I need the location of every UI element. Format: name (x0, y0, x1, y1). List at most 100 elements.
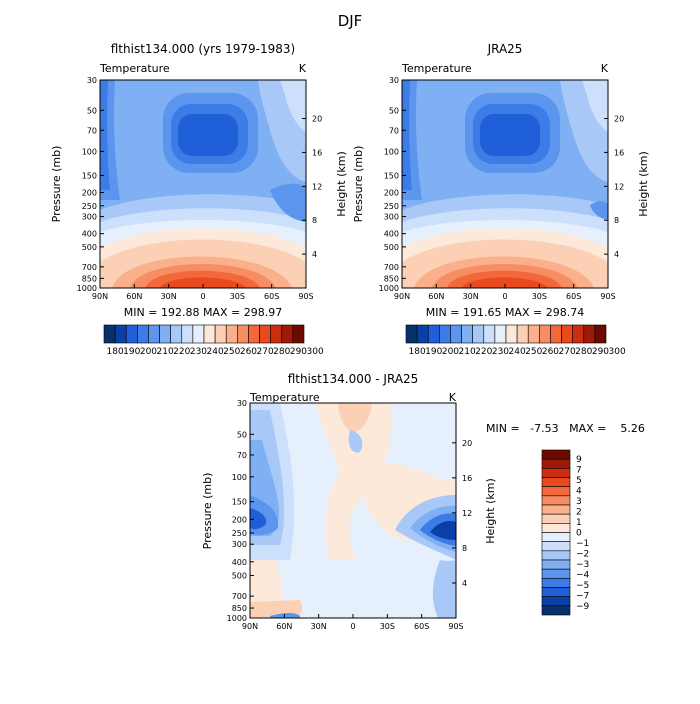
y-tick-label: 100 (384, 147, 399, 156)
colorbar-label: 240 (207, 347, 224, 357)
y-tick-label: 850 (384, 274, 399, 283)
stats-label: MIN = -7.53 MAX = 5.26 (486, 422, 645, 435)
colorbar-swatch (192, 324, 205, 344)
y-axis-right-label: Height (km) (484, 478, 497, 544)
y-axis-label: Pressure (mb) (50, 146, 63, 223)
x-axis: 90N 60N 30N 0 30S 60S 90S (242, 614, 464, 631)
colorbar-swatch (181, 324, 194, 344)
x-tick-label: 30N (161, 292, 177, 301)
x-tick-label: 0 (502, 292, 507, 301)
colorbar-label: 200 (442, 347, 459, 357)
colorbar-swatch (137, 324, 149, 344)
contour-band (100, 80, 110, 190)
y-right-tick-label: 8 (614, 216, 619, 225)
y-tick-label: 300 (82, 213, 97, 222)
y-tick-label: 850 (232, 604, 247, 613)
colorbar-label: 190 (123, 347, 140, 357)
y-right-tick-label: 8 (462, 544, 467, 553)
colorbar-label: 220 (173, 347, 190, 357)
colorbar-swatch (516, 324, 529, 344)
contour-band (432, 560, 456, 618)
y-tick-label: 70 (237, 451, 247, 460)
y-tick-label: 700 (384, 263, 399, 272)
colorbar-label: 300 (307, 347, 324, 357)
colorbar-swatch (541, 504, 571, 515)
colorbar-swatch (594, 324, 607, 344)
colorbar-swatch (472, 324, 485, 344)
colorbar-swatch (550, 324, 562, 344)
x-tick-label: 60N (276, 622, 292, 631)
x-tick-label: 60N (126, 292, 142, 301)
y-axis-label: Pressure (mb) (352, 146, 365, 223)
y-tick-label: 300 (232, 540, 247, 549)
colorbar-swatch (541, 486, 571, 497)
colorbar-swatch (103, 324, 116, 344)
panel-obs: JRA25 Temperature K 90N 60N 30N 0 30S 60S 90S … (352, 42, 650, 357)
contour-band (590, 201, 608, 220)
colorbar-label: 200 (140, 347, 157, 357)
x-tick-label: 60S (264, 292, 279, 301)
colorbar-label: 0 (576, 529, 582, 539)
contour-band (315, 403, 392, 560)
y-tick-label: 150 (232, 498, 247, 507)
colorbar-swatch (541, 568, 571, 579)
y-tick-label: 100 (232, 473, 247, 482)
colorbar-label: 260 (542, 347, 559, 357)
y-tick-label: 250 (384, 202, 399, 211)
colorbar-label: 210 (157, 347, 174, 357)
colorbar-label: 1 (576, 518, 582, 528)
colorbar-swatch (450, 324, 462, 344)
colorbar-swatch (416, 324, 429, 344)
x-tick-label: 30S (230, 292, 245, 301)
y-tick-label: 30 (237, 399, 247, 408)
colorbar-swatch (583, 324, 596, 344)
contour-field (250, 403, 456, 618)
y-axis-right-label: Height (km) (637, 151, 650, 217)
variable-label: Temperature (401, 62, 472, 75)
x-tick-label: 90S (448, 622, 463, 631)
colorbar-swatch (541, 559, 571, 570)
colorbar-label: 190 (425, 347, 442, 357)
colorbar-swatch (541, 523, 571, 533)
x-tick-label: 90S (600, 292, 615, 301)
colorbar-swatch (259, 324, 271, 344)
colorbar-label: 280 (575, 347, 592, 357)
colorbar-swatch (541, 578, 571, 588)
x-tick-label: 30N (311, 622, 327, 631)
contour-band (270, 183, 306, 222)
colorbar-label: 250 (223, 347, 240, 357)
units-label: K (449, 391, 457, 404)
colorbar: 180 190 200 210 220 230 240 250 260 270 280 290 300 (103, 324, 324, 357)
colorbar-label: −5 (576, 581, 589, 591)
y-right-tick-label: 12 (312, 182, 322, 191)
x-tick-label: 60S (566, 292, 581, 301)
x-tick-label: 30N (463, 292, 479, 301)
colorbar-swatch (541, 495, 571, 506)
x-tick-label: 60S (414, 622, 429, 631)
y-right-tick-label: 20 (462, 439, 472, 448)
colorbar-swatch (541, 605, 571, 616)
colorbar-label: 240 (509, 347, 526, 357)
y-tick-label: 700 (82, 263, 97, 272)
x-tick-label: 0 (350, 622, 355, 631)
colorbar-swatch (248, 324, 260, 344)
contour-field (100, 80, 306, 288)
variable-label: Temperature (99, 62, 170, 75)
colorbar-label: 9 (576, 455, 582, 465)
contour-band (178, 114, 238, 156)
colorbar-label: 210 (459, 347, 476, 357)
panel-title: JRA25 (487, 42, 523, 56)
panel-title: flthist134.000 (yrs 1979-1983) (111, 42, 295, 56)
colorbar-swatch (541, 449, 571, 460)
y-tick-label: 50 (87, 106, 97, 115)
contour-band (480, 114, 540, 156)
figure-title: DJF (338, 12, 363, 30)
colorbar-swatch (527, 324, 540, 344)
y-tick-label: 50 (237, 430, 247, 439)
y-tick-label: 500 (232, 572, 247, 581)
colorbar-swatch (125, 324, 138, 344)
panel-title: flthist134.000 - JRA25 (288, 372, 419, 386)
y-tick-label: 70 (87, 126, 97, 135)
